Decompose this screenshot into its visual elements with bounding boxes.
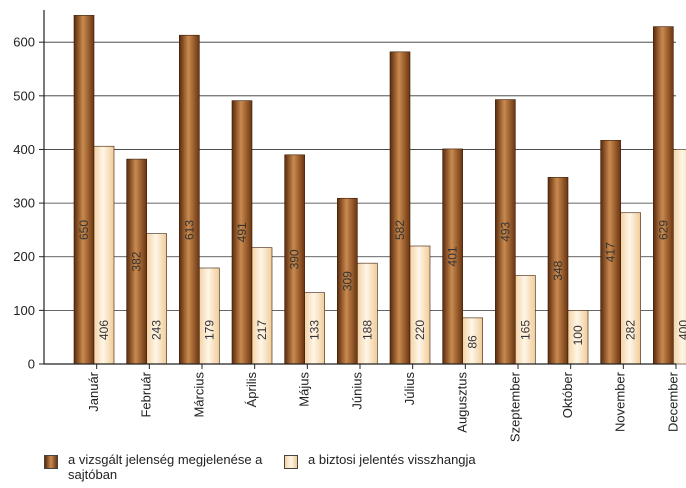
bar-series-1-7 <box>389 51 411 365</box>
bar-series-2-4 <box>251 247 273 365</box>
x-tick-label-10: Október <box>560 371 575 418</box>
bar-series-1-1 <box>73 15 95 365</box>
data-label-series-2-3: 179 <box>202 320 216 340</box>
data-label-series-2-6: 188 <box>360 320 374 340</box>
y-tick-label-300: 300 <box>13 196 35 211</box>
data-label-series-2-5: 133 <box>308 320 322 340</box>
data-label-series-1-5: 390 <box>288 249 302 269</box>
bar-series-1-12 <box>653 26 674 365</box>
legend-item-series-2: a biztosi jelentés visszhangja <box>284 452 508 469</box>
data-label-series-2-9: 165 <box>518 320 532 340</box>
legend-item-series-1: a vizsgált jelenség megjelenése a sajtób… <box>44 452 268 482</box>
data-label-series-1-12: 629 <box>656 220 670 240</box>
bar-series-1-3 <box>179 34 200 365</box>
data-label-series-1-6: 309 <box>340 271 354 291</box>
data-label-series-1-4: 491 <box>235 222 249 242</box>
data-label-series-2-1: 406 <box>97 320 111 340</box>
legend-label-series-1: a vizsgált jelenség megjelenése a sajtób… <box>68 452 263 482</box>
data-label-series-2-7: 220 <box>413 320 427 340</box>
data-label-series-2-2: 243 <box>150 320 164 340</box>
x-tick-label-1: Január <box>86 371 101 411</box>
legend-swatch-series-1 <box>44 455 58 469</box>
data-label-series-1-10: 348 <box>551 260 565 280</box>
data-label-series-1-3: 613 <box>182 220 196 240</box>
data-label-series-1-11: 417 <box>604 242 618 262</box>
data-labels: 650 406 382 243 613 179 491 217 390 133 309 188 582 2… <box>77 220 686 349</box>
data-label-series-1-8: 401 <box>446 246 460 266</box>
x-tick-label-3: Március <box>191 372 206 418</box>
bars <box>73 15 686 365</box>
data-label-series-1-7: 582 <box>393 220 407 240</box>
x-tick-label-5: Május <box>297 372 312 407</box>
data-label-series-2-4: 217 <box>255 320 269 340</box>
y-tick-label-600: 600 <box>13 35 35 50</box>
y-tick-label-100: 100 <box>13 303 35 318</box>
x-tick-label-12: December <box>665 371 680 432</box>
x-tick-label-8: Augusztus <box>455 372 470 433</box>
bar-series-2-2 <box>146 233 167 365</box>
y-tick-label-0: 0 <box>28 357 35 372</box>
bar-series-2-7 <box>409 245 431 365</box>
legend-swatch-series-2 <box>284 455 298 469</box>
axes: 0 100 200 300 400 500 600 Január Február Március Á… <box>13 10 680 442</box>
data-label-series-2-10: 100 <box>571 325 585 345</box>
x-tick-label-4: Április <box>244 372 259 408</box>
x-tick-label-2: Február <box>139 371 154 417</box>
data-label-series-1-9: 493 <box>498 221 512 241</box>
data-label-series-2-8: 86 <box>466 335 480 349</box>
legend: a vizsgált jelenség megjelenése a sajtób… <box>44 452 664 488</box>
bar-series-2-11 <box>620 212 641 365</box>
bar-chart: 650 406 382 243 613 179 491 217 390 133 309 188 582 2… <box>13 10 686 442</box>
bar-series-2-6 <box>357 262 378 365</box>
bar-series-2-12 <box>673 149 686 365</box>
x-tick-label-9: Szeptember <box>507 371 522 442</box>
y-tick-label-500: 500 <box>13 88 35 103</box>
y-tick-label-400: 400 <box>13 142 35 157</box>
x-tick-label-6: Június <box>349 372 364 410</box>
x-tick-label-7: Július <box>402 372 417 406</box>
x-tick-label-11: November <box>613 371 628 432</box>
data-label-series-2-12: 400 <box>676 320 686 340</box>
y-tick-label-200: 200 <box>13 249 35 264</box>
bar-series-2-3 <box>199 267 220 365</box>
legend-label-series-2: a biztosi jelentés visszhangja <box>308 452 476 467</box>
data-label-series-1-2: 382 <box>130 251 144 271</box>
data-label-series-1-1: 650 <box>77 220 91 240</box>
data-label-series-2-11: 282 <box>624 320 638 340</box>
bar-series-2-9 <box>515 275 536 365</box>
